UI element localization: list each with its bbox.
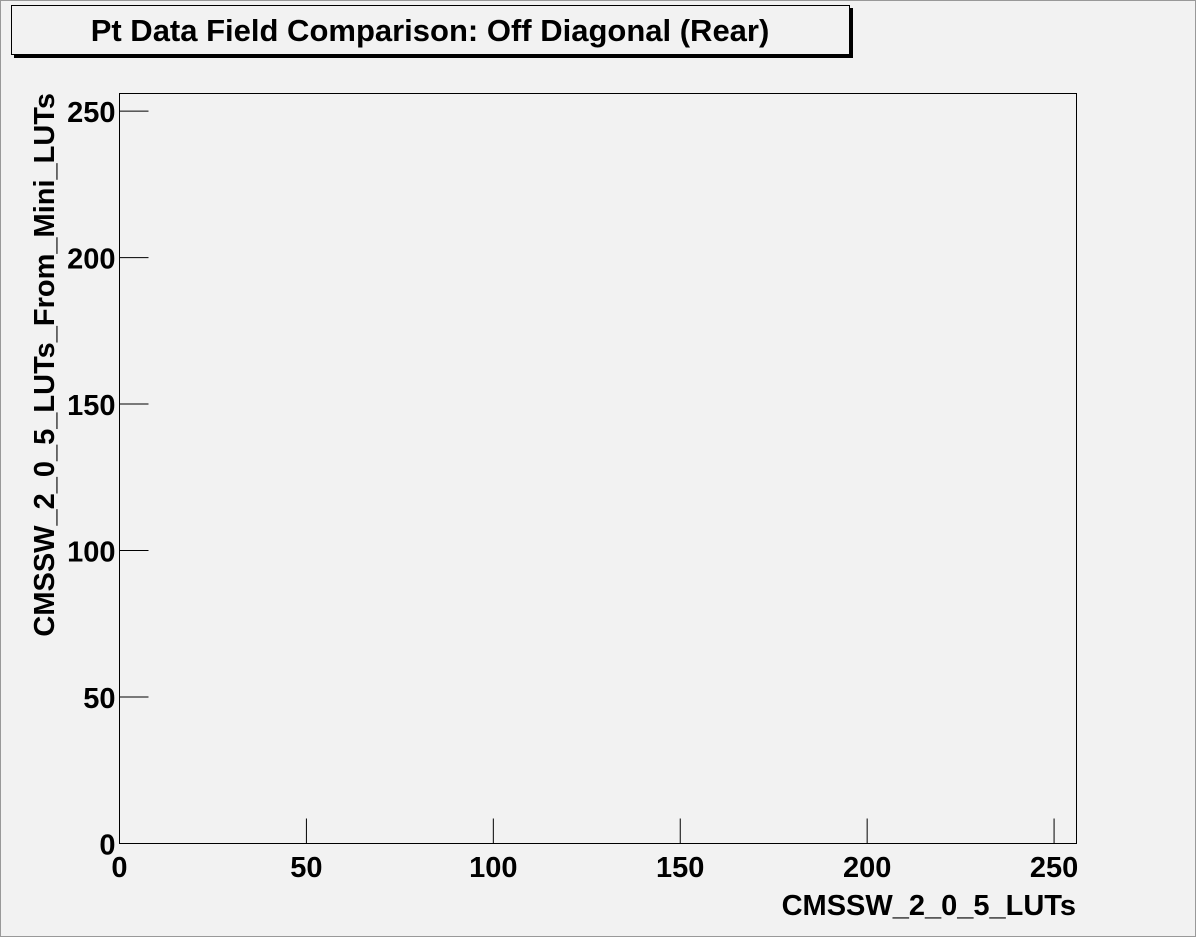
title-box	[11, 5, 850, 55]
y-tick-label: 0	[99, 830, 115, 862]
x-axis-label: CMSSW_2_0_5_LUTs	[782, 890, 1076, 922]
x-tick-label: 250	[1030, 852, 1078, 884]
y-tick-label: 200	[67, 244, 115, 276]
y-tick-label: 100	[67, 537, 115, 569]
x-tick-label: 150	[656, 852, 704, 884]
x-tick-label: 0	[111, 852, 127, 884]
y-tick-label: 250	[67, 97, 115, 129]
x-tick-label: 50	[290, 852, 322, 884]
y-tick-label: 50	[83, 683, 115, 715]
x-tick-label: 200	[843, 852, 891, 884]
chart-title: Pt Data Field Comparison: Off Diagonal (…	[91, 13, 770, 48]
y-axis-label: CMSSW_2_0_5_LUTs_From_Mini_LUTs	[29, 93, 61, 637]
x-tick-label: 100	[469, 852, 517, 884]
y-tick-label: 150	[67, 390, 115, 422]
plot-frame	[119, 93, 1077, 844]
